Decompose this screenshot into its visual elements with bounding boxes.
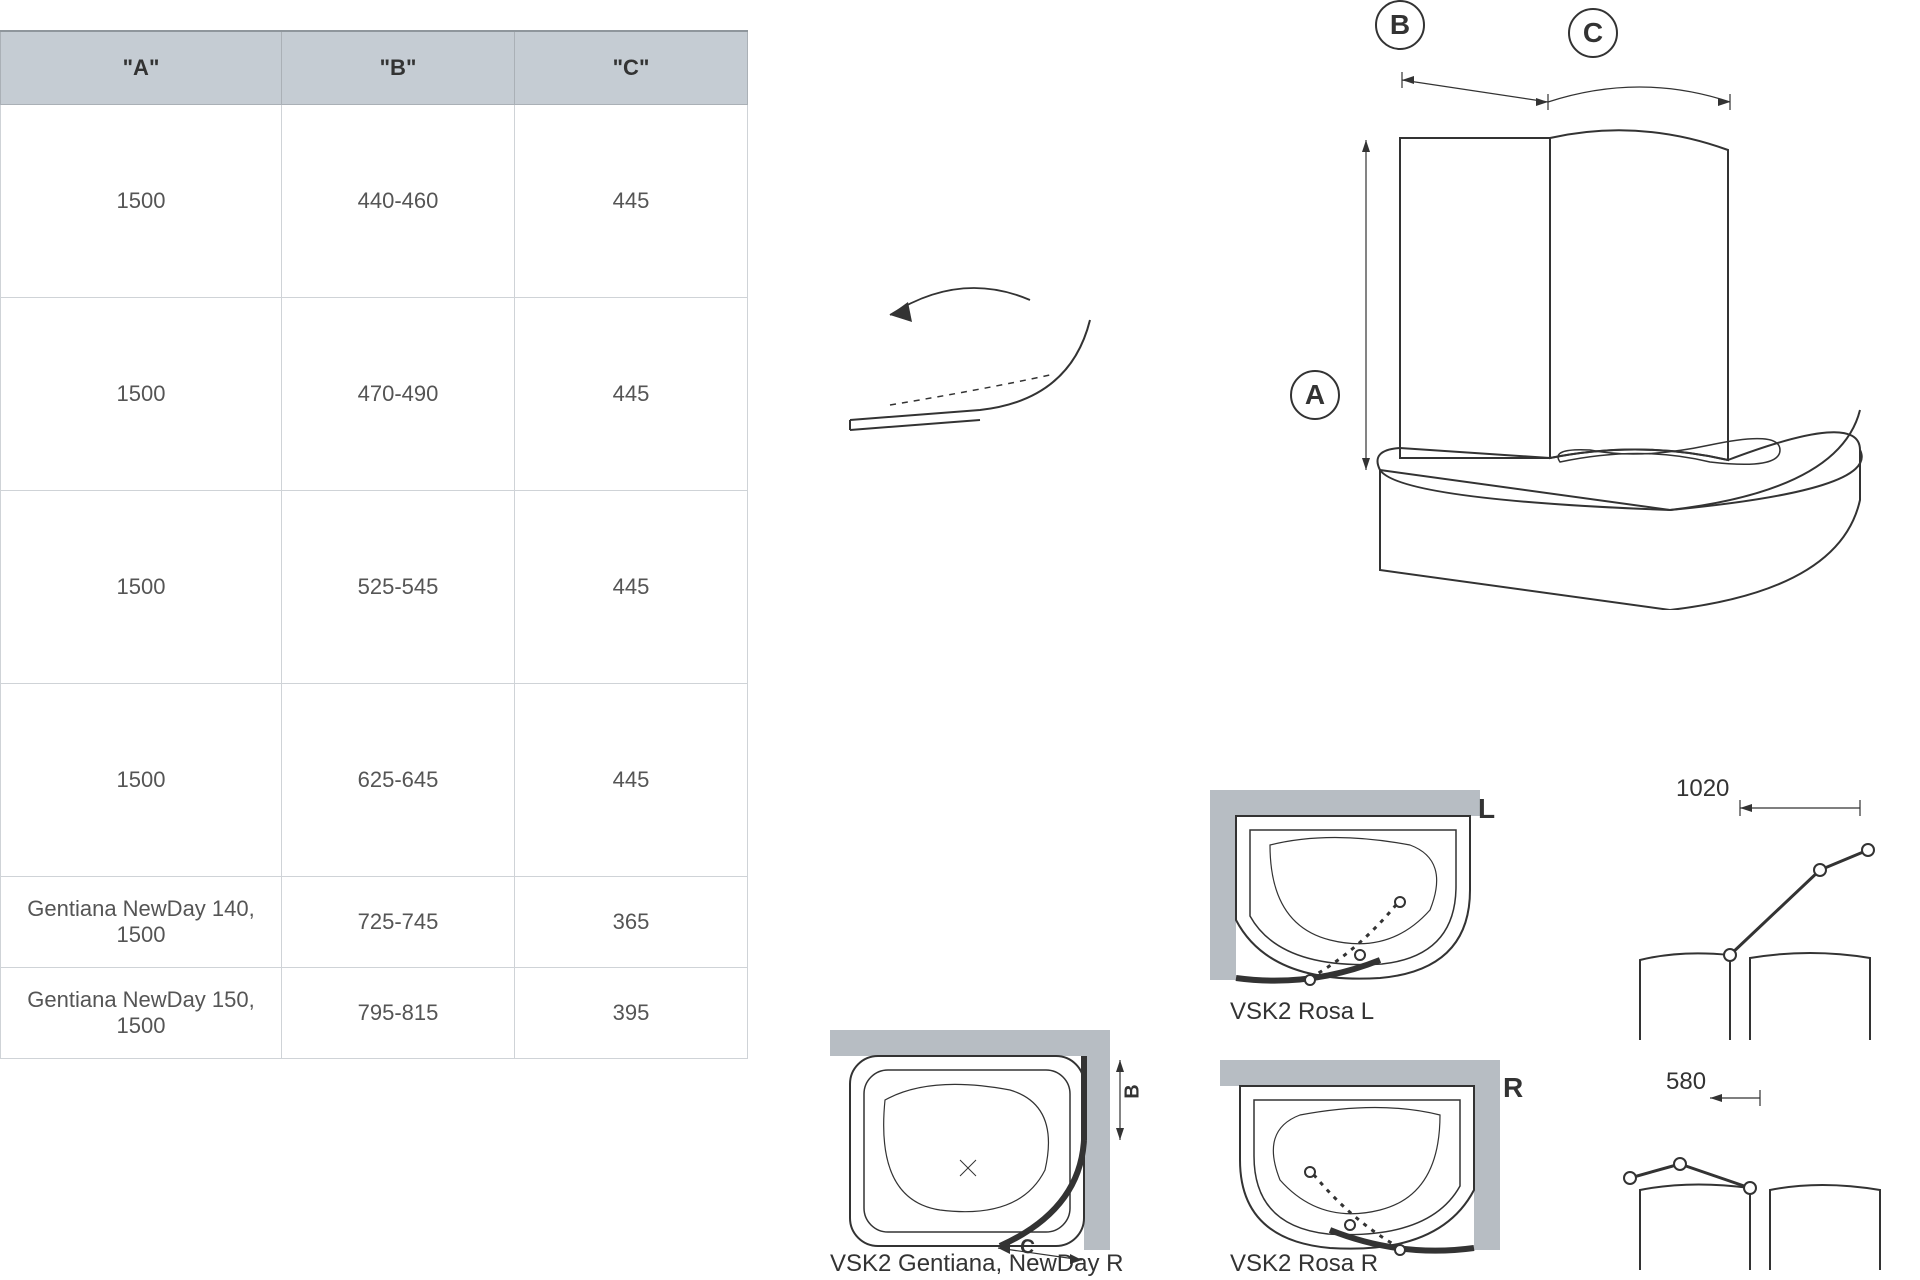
swing-580-diagram <box>1620 1080 1900 1280</box>
caption-rosa-r: VSK2 Rosa R <box>1230 1250 1378 1278</box>
cell-c: 445 <box>515 684 748 877</box>
cell-a: 1500 <box>1 105 282 298</box>
cell-b: 470-490 <box>282 298 515 491</box>
rosa-r-plan <box>1210 1060 1510 1280</box>
table-row: Gentiana NewDay 150, 1500795-815395 <box>1 968 748 1059</box>
table-row: 1500625-645445 <box>1 684 748 877</box>
cell-b: 440-460 <box>282 105 515 298</box>
cell-b: 525-545 <box>282 491 515 684</box>
dim-circle-b: B <box>1375 0 1425 50</box>
cell-a: 1500 <box>1 684 282 877</box>
dimensions-table: "A" "B" "C" 1500440-4604451500470-490445… <box>0 30 748 1059</box>
cell-c: 395 <box>515 968 748 1059</box>
cell-b: 625-645 <box>282 684 515 877</box>
cell-c: 445 <box>515 105 748 298</box>
caption-gentiana-r: VSK2 Gentiana, NewDay R <box>830 1250 1123 1278</box>
cell-a: Gentiana NewDay 140, 1500 <box>1 877 282 968</box>
cell-c: 445 <box>515 298 748 491</box>
table-row: 1500440-460445 <box>1 105 748 298</box>
table-row: 1500525-545445 <box>1 491 748 684</box>
dim-circle-a: A <box>1290 370 1340 420</box>
col-header-c: "C" <box>515 31 748 105</box>
rosa-l-plan <box>1210 790 1510 1010</box>
bathtub-3d-diagram <box>1340 50 1880 610</box>
dim-b-small: B <box>1122 1084 1145 1098</box>
table-row: 1500470-490445 <box>1 298 748 491</box>
cell-c: 365 <box>515 877 748 968</box>
col-header-b: "B" <box>282 31 515 105</box>
caption-rosa-l: VSK2 Rosa L <box>1230 998 1374 1026</box>
cell-c: 445 <box>515 491 748 684</box>
cell-a: 1500 <box>1 491 282 684</box>
swing-1020-diagram <box>1620 790 1900 1050</box>
cell-b: 795-815 <box>282 968 515 1059</box>
flip-arrow-diagram <box>830 260 1130 440</box>
gentiana-r-plan <box>830 1030 1130 1280</box>
table-header-row: "A" "B" "C" <box>1 31 748 105</box>
label-r: R <box>1503 1072 1523 1104</box>
cell-a: 1500 <box>1 298 282 491</box>
cell-a: Gentiana NewDay 150, 1500 <box>1 968 282 1059</box>
col-header-a: "A" <box>1 31 282 105</box>
label-l: L <box>1478 793 1495 825</box>
table-row: Gentiana NewDay 140, 1500725-745365 <box>1 877 748 968</box>
cell-b: 725-745 <box>282 877 515 968</box>
